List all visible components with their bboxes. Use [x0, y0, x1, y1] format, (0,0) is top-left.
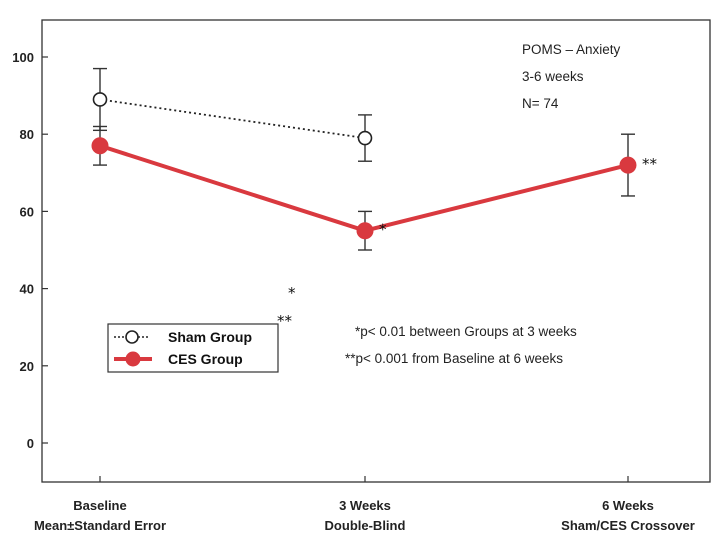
stray-mark-1: * [288, 284, 296, 302]
footnote-1: *p< 0.01 between Groups at 3 weeks [355, 324, 577, 339]
x-tick-sublabel: Double-Blind [325, 518, 406, 533]
info-annotation: POMS – Anxiety 3-6 weeks N= 74 [522, 42, 621, 111]
ces-group-point [619, 156, 637, 174]
x-tick-sublabel: Sham/CES Crossover [561, 518, 695, 533]
legend-label-ces: CES Group [168, 351, 243, 367]
x-tick-label: 3 Weeks [339, 498, 391, 513]
x-tick-sublabel: Mean±Standard Error [34, 518, 166, 533]
plot-frame [41, 19, 711, 483]
x-axis: Baseline Mean±Standard Error 3 Weeks Double… [34, 476, 695, 533]
legend-marker-sham [125, 330, 139, 344]
significance-mark: ** [642, 155, 658, 173]
legend-label-sham: Sham Group [168, 329, 252, 345]
footnote-2: **p< 0.001 from Baseline at 6 weeks [345, 351, 563, 366]
footnotes: *p< 0.01 between Groups at 3 weeks **p< … [345, 324, 577, 366]
y-tick-label: 0 [27, 436, 34, 451]
ces-group-point [91, 137, 109, 155]
y-tick-label: 100 [12, 50, 34, 65]
legend-marker-ces [125, 351, 141, 367]
y-tick-label: 20 [20, 359, 34, 374]
y-tick-label: 60 [20, 204, 34, 219]
legend: Sham Group CES Group [107, 323, 279, 373]
series-layer: *** [91, 67, 658, 251]
sham-group-point [357, 130, 373, 146]
info-line-1: POMS – Anxiety [522, 42, 621, 57]
x-tick-label: Baseline [73, 498, 126, 513]
info-line-3: N= 74 [522, 96, 559, 111]
x-tick-label: 6 Weeks [602, 498, 654, 513]
sham-group-point [92, 92, 108, 107]
y-tick-label: 40 [20, 282, 34, 297]
info-line-2: 3-6 weeks [522, 69, 584, 84]
stray-mark-2: ** [277, 312, 293, 330]
y-tick-label: 80 [20, 127, 34, 142]
y-axis: 0 20 40 60 80 100 [12, 50, 48, 451]
significance-mark: * [379, 221, 387, 239]
ces-group-point [356, 222, 374, 240]
